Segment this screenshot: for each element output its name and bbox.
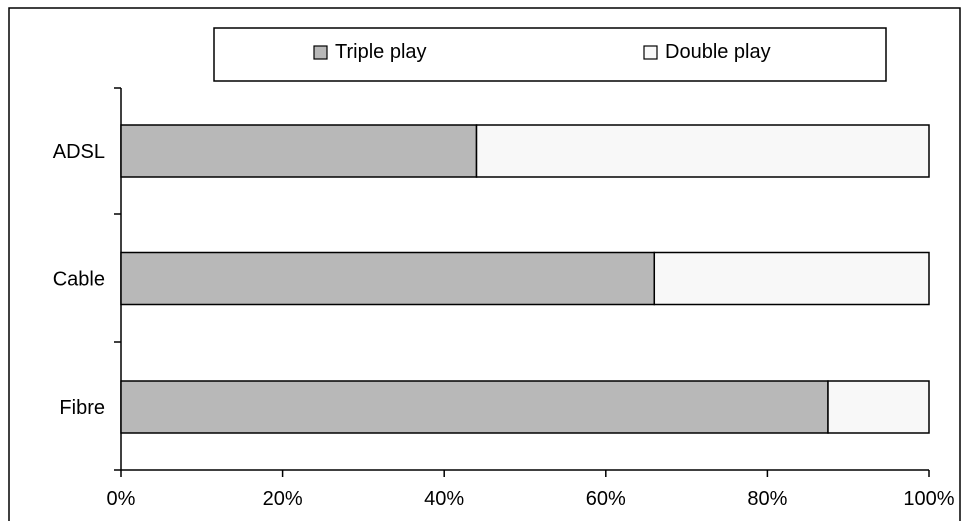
y-axis-ticks — [114, 87, 121, 471]
category-label-fibre: Fibre — [59, 397, 105, 419]
x-tick-label: 20% — [263, 488, 303, 510]
bars — [120, 124, 930, 434]
legend-label-double-play: Double play — [665, 41, 771, 63]
legend-swatch-double-play — [643, 45, 658, 60]
legend: Triple play Double play — [213, 27, 887, 82]
x-tick-label: 0% — [107, 488, 136, 510]
x-tick-label: 100% — [903, 488, 954, 510]
bar-double-play-fibre — [827, 380, 930, 434]
x-tick-label: 40% — [424, 488, 464, 510]
bar-triple-play-fibre — [120, 380, 829, 434]
bar-double-play-adsl — [475, 124, 930, 178]
category-label-cable: Cable — [53, 269, 105, 291]
x-tick-label: 80% — [747, 488, 787, 510]
x-axis-ticks: 0% 20% 40% 60% 80% 100% — [107, 470, 955, 510]
bar-double-play-cable — [653, 251, 930, 306]
legend-swatch-triple-play — [313, 45, 328, 60]
legend-label-triple-play: Triple play — [335, 41, 427, 63]
bar-triple-play-cable — [120, 251, 656, 306]
category-label-adsl: ADSL — [53, 141, 105, 163]
x-tick-label: 60% — [586, 488, 626, 510]
bar-triple-play-adsl — [120, 124, 478, 178]
category-labels: ADSL Cable Fibre — [53, 141, 105, 419]
